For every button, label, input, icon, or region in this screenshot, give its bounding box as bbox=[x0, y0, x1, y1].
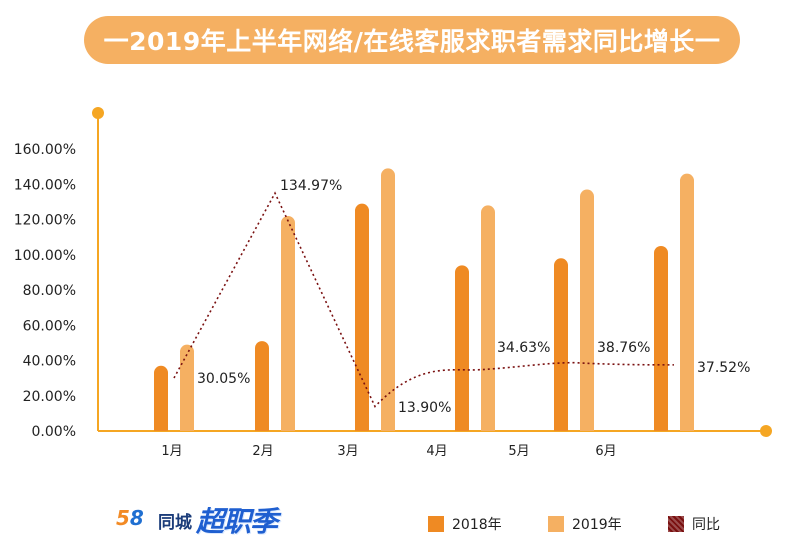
y-tick-label: 80.00% bbox=[23, 283, 76, 299]
bar-2019 bbox=[381, 168, 395, 431]
logo-58: 58 bbox=[116, 506, 144, 530]
y-tick-label: 20.00% bbox=[23, 389, 76, 405]
x-axis-categories: 1月 2月 3月 4月 5月 6月 bbox=[161, 444, 616, 459]
bar-2018 bbox=[154, 365, 169, 431]
chart-title: 一2019年上半年网络/在线客服求职者需求同比增长一 bbox=[84, 16, 740, 64]
yoy-line-path bbox=[173, 191, 675, 408]
y-tick-label: 0.00% bbox=[32, 424, 76, 440]
bar-2019 bbox=[580, 189, 594, 431]
bar-2019 bbox=[281, 215, 295, 431]
y-tick-label: 60.00% bbox=[23, 318, 76, 334]
yoy-data-label: 134.97% bbox=[280, 178, 342, 194]
bar-2018 bbox=[455, 265, 469, 431]
legend-item-yoy: 同比 bbox=[668, 514, 720, 534]
legend-item-2019: 2019年 bbox=[548, 514, 622, 534]
x-axis-end-dot bbox=[760, 425, 772, 437]
legend-item-2018: 2018年 bbox=[428, 514, 502, 534]
y-tick-label: 120.00% bbox=[14, 213, 76, 229]
chart-axes bbox=[92, 107, 772, 437]
y-axis-end-dot bbox=[92, 107, 104, 119]
x-category-label: 3月 bbox=[337, 444, 358, 459]
legend-swatch-2018 bbox=[428, 516, 444, 532]
bars bbox=[154, 168, 694, 431]
y-tick-label: 100.00% bbox=[14, 248, 76, 264]
x-category-label: 5月 bbox=[508, 444, 529, 459]
bar-2019 bbox=[481, 205, 495, 431]
bar-2019 bbox=[180, 344, 194, 431]
brand-logo: 58 同城 超职季 bbox=[116, 498, 306, 542]
bar-2018 bbox=[255, 341, 269, 431]
yoy-data-label: 34.63% bbox=[497, 340, 550, 356]
yoy-data-label: 30.05% bbox=[197, 371, 250, 387]
legend-label-2019: 2019年 bbox=[572, 517, 622, 533]
legend-label-yoy: 同比 bbox=[692, 517, 720, 533]
x-category-label: 4月 bbox=[426, 444, 447, 459]
yoy-data-label: 13.90% bbox=[398, 400, 451, 416]
x-category-label: 1月 bbox=[161, 444, 182, 459]
y-tick-label: 160.00% bbox=[14, 142, 76, 158]
logo-brand: 超职季 bbox=[196, 505, 278, 538]
yoy-data-label: 38.76% bbox=[597, 340, 650, 356]
bar-2018 bbox=[554, 258, 568, 431]
bar-2019 bbox=[680, 173, 694, 431]
x-category-label: 6月 bbox=[595, 444, 616, 459]
y-tick-label: 140.00% bbox=[14, 177, 76, 193]
yoy-line: 30.05% 134.97% 13.90% 34.63% 38.76% 37.52% bbox=[173, 178, 750, 416]
yoy-data-label: 37.52% bbox=[697, 360, 750, 376]
y-tick-label: 40.00% bbox=[23, 354, 76, 370]
x-category-label: 2月 bbox=[252, 444, 273, 459]
legend-label-2018: 2018年 bbox=[452, 517, 502, 533]
legend-swatch-2019 bbox=[548, 516, 564, 532]
logo-company: 同城 bbox=[158, 513, 192, 533]
legend-swatch-yoy bbox=[668, 516, 684, 532]
bar-2018 bbox=[654, 245, 668, 431]
y-axis-ticks: 0.00% 20.00% 40.00% 60.00% 80.00% 100.00% 120.… bbox=[14, 142, 76, 440]
bar-2018 bbox=[355, 203, 369, 431]
